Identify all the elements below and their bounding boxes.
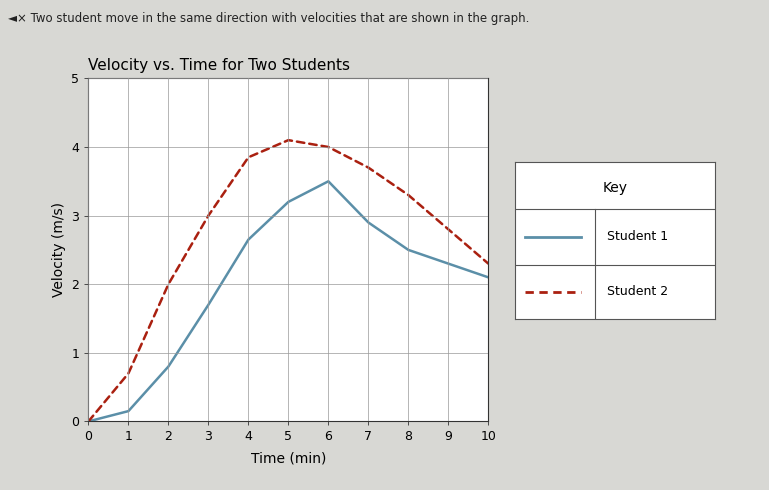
Y-axis label: Velocity (m/s): Velocity (m/s) (52, 202, 66, 297)
Text: Velocity vs. Time for Two Students: Velocity vs. Time for Two Students (88, 58, 351, 73)
Text: Student 2: Student 2 (608, 285, 668, 298)
Text: ◄× Two student move in the same direction with velocities that are shown in the : ◄× Two student move in the same directio… (8, 12, 529, 25)
X-axis label: Time (min): Time (min) (251, 452, 326, 466)
Text: Student 1: Student 1 (608, 230, 668, 244)
Text: Key: Key (603, 180, 628, 195)
